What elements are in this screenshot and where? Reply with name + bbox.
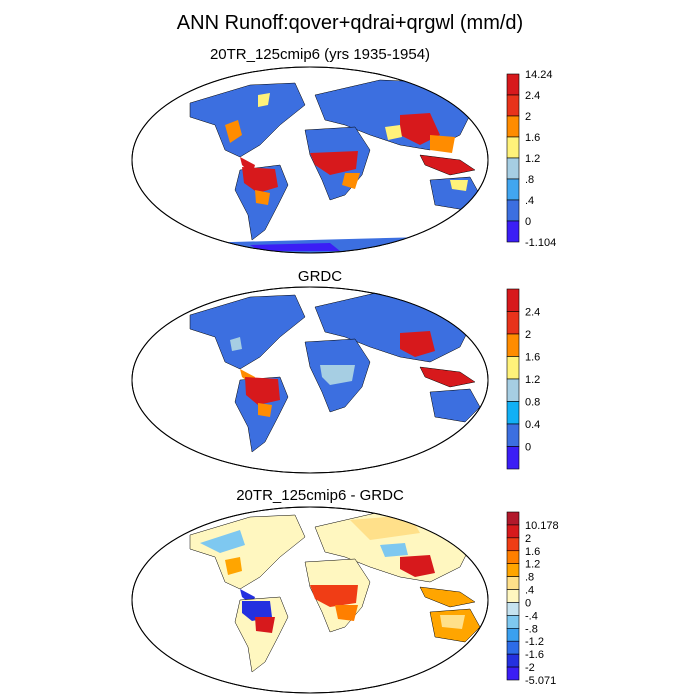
colorbar-swatch <box>506 115 520 138</box>
colorbar-label: 1.2 <box>525 559 540 571</box>
colorbar-label: -1.104 <box>525 237 556 249</box>
colorbar-swatch <box>506 524 520 539</box>
colorbar-swatch <box>506 537 520 552</box>
colorbar-label: 1.6 <box>525 132 540 144</box>
colorbar-swatch <box>506 220 520 243</box>
colorbar-swatch <box>506 288 520 312</box>
panel-1-title: 20TR_125cmip6 (yrs 1935-1954) <box>209 46 431 63</box>
colorbar-label: .4 <box>525 195 534 207</box>
colorbar-swatch <box>506 550 520 564</box>
colorbar-swatch <box>506 602 520 616</box>
colorbar-label: 2.4 <box>525 307 540 319</box>
colorbar-label: 0 <box>525 216 531 228</box>
colorbar-label: -.8 <box>525 623 538 635</box>
panel-1-colorbar: 14.24 2.4 2 1.6 1.2 .8 .4 0 -1.104 <box>506 70 556 249</box>
colorbar-label: 1.2 <box>525 374 540 386</box>
colorbar-label: 2.4 <box>525 90 540 102</box>
colorbar-label: -2 <box>525 662 535 674</box>
panel-3-map <box>131 506 489 694</box>
colorbar-swatch <box>506 576 520 590</box>
panel-2-title: GRDC <box>297 268 343 285</box>
colorbar-label: 1.6 <box>525 352 540 364</box>
colorbar-swatch <box>506 563 520 577</box>
colorbar-swatch <box>506 589 520 603</box>
colorbar-label: -.4 <box>525 610 538 622</box>
colorbar-label: 14.24 <box>525 70 553 81</box>
colorbar-swatch <box>506 378 520 402</box>
colorbar-label: .4 <box>525 585 534 597</box>
colorbar-swatch <box>506 511 520 526</box>
colorbar-swatch <box>506 311 520 335</box>
panel-1-map <box>131 66 489 254</box>
colorbar-label: -5.071 <box>525 675 556 687</box>
colorbar-label: 0.8 <box>525 397 540 409</box>
colorbar-label: 2 <box>525 329 531 341</box>
colorbar-swatch <box>506 401 520 425</box>
colorbar-label: 2 <box>525 111 531 123</box>
colorbar-swatch <box>506 199 520 222</box>
figure-title: ANN Runoff:qover+qdrai+qrgwl (mm/d) <box>176 12 524 34</box>
colorbar-swatch <box>506 178 520 201</box>
colorbar-label: 0 <box>525 442 531 454</box>
colorbar-label: 1.6 <box>525 546 540 558</box>
colorbar-swatch <box>506 333 520 357</box>
colorbar-swatch <box>506 666 520 681</box>
colorbar-swatch <box>506 73 520 96</box>
colorbar-label: -1.2 <box>525 636 544 648</box>
colorbar-label: 2 <box>525 533 531 545</box>
colorbar-swatch <box>506 94 520 117</box>
panel-2-colorbar: 2.4 2 1.6 1.2 0.8 0.4 0 <box>506 288 540 470</box>
colorbar-swatch <box>506 356 520 380</box>
colorbar-swatch <box>506 136 520 159</box>
colorbar-swatch <box>506 653 520 668</box>
colorbar-swatch <box>506 157 520 180</box>
colorbar-swatch <box>506 423 520 447</box>
colorbar-swatch <box>506 628 520 642</box>
colorbar-label: 0 <box>525 597 531 609</box>
colorbar-swatch <box>506 615 520 629</box>
colorbar-label: .8 <box>525 572 534 584</box>
colorbar-swatch <box>506 446 520 470</box>
colorbar-label: -1.6 <box>525 649 544 661</box>
colorbar-swatch <box>506 640 520 655</box>
colorbar-label: 0.4 <box>525 419 540 431</box>
colorbar-label: .8 <box>525 174 534 186</box>
colorbar-label: 10.178 <box>525 520 559 532</box>
panel-2-map <box>131 286 489 474</box>
colorbar-label: 1.2 <box>525 153 540 165</box>
panel-3-title: 20TR_125cmip6 - GRDC <box>236 487 404 504</box>
